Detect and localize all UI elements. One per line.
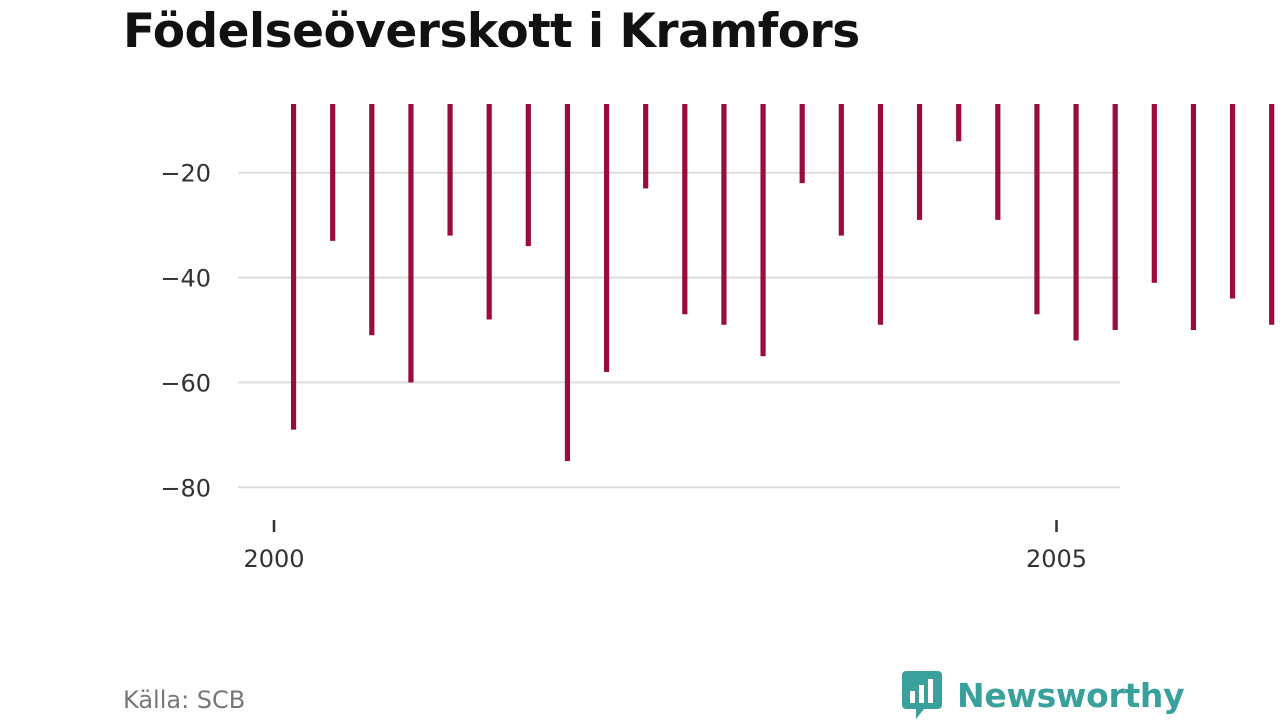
y-tick-label: −40	[160, 265, 211, 293]
chart-title: Födelseöverskott i Kramfors	[123, 4, 860, 59]
y-tick-label: −80	[160, 474, 211, 502]
bar	[486, 104, 492, 320]
bar	[1269, 104, 1275, 325]
y-axis: −20 −40 −60 −80	[160, 160, 211, 503]
bar	[995, 104, 1001, 220]
bar	[1073, 104, 1079, 341]
bar	[369, 104, 375, 336]
bar	[1229, 104, 1236, 299]
bar	[682, 104, 688, 315]
bar	[525, 104, 531, 247]
source-note: Källa: SCB	[123, 686, 246, 714]
newsworthy-chart-icon	[902, 671, 942, 719]
bar	[1190, 104, 1197, 330]
bar-series	[290, 104, 1275, 462]
bar	[408, 104, 414, 383]
bar	[447, 104, 453, 236]
bar	[838, 104, 844, 236]
y-tick-label: −60	[160, 369, 211, 397]
bar	[1034, 104, 1040, 315]
x-tick-label: 2000	[243, 545, 304, 573]
bar	[330, 104, 336, 241]
bar	[760, 104, 766, 357]
bar	[956, 104, 962, 142]
bar	[290, 104, 297, 430]
bar	[603, 104, 610, 372]
gridlines	[238, 171, 1120, 489]
bar	[564, 104, 571, 462]
brand-name: Newsworthy	[957, 675, 1185, 715]
bar	[1112, 104, 1118, 330]
x-tick-label: 2005	[1026, 545, 1087, 573]
x-axis: 200020052010201520202025	[243, 520, 1087, 573]
bar	[916, 104, 923, 220]
brand[interactable]: Newsworthy	[902, 670, 1185, 720]
bar	[643, 104, 649, 189]
bar	[721, 104, 727, 325]
y-tick-label: −20	[160, 160, 211, 188]
bar	[1151, 104, 1157, 283]
bar	[877, 104, 884, 325]
bar	[799, 104, 805, 184]
